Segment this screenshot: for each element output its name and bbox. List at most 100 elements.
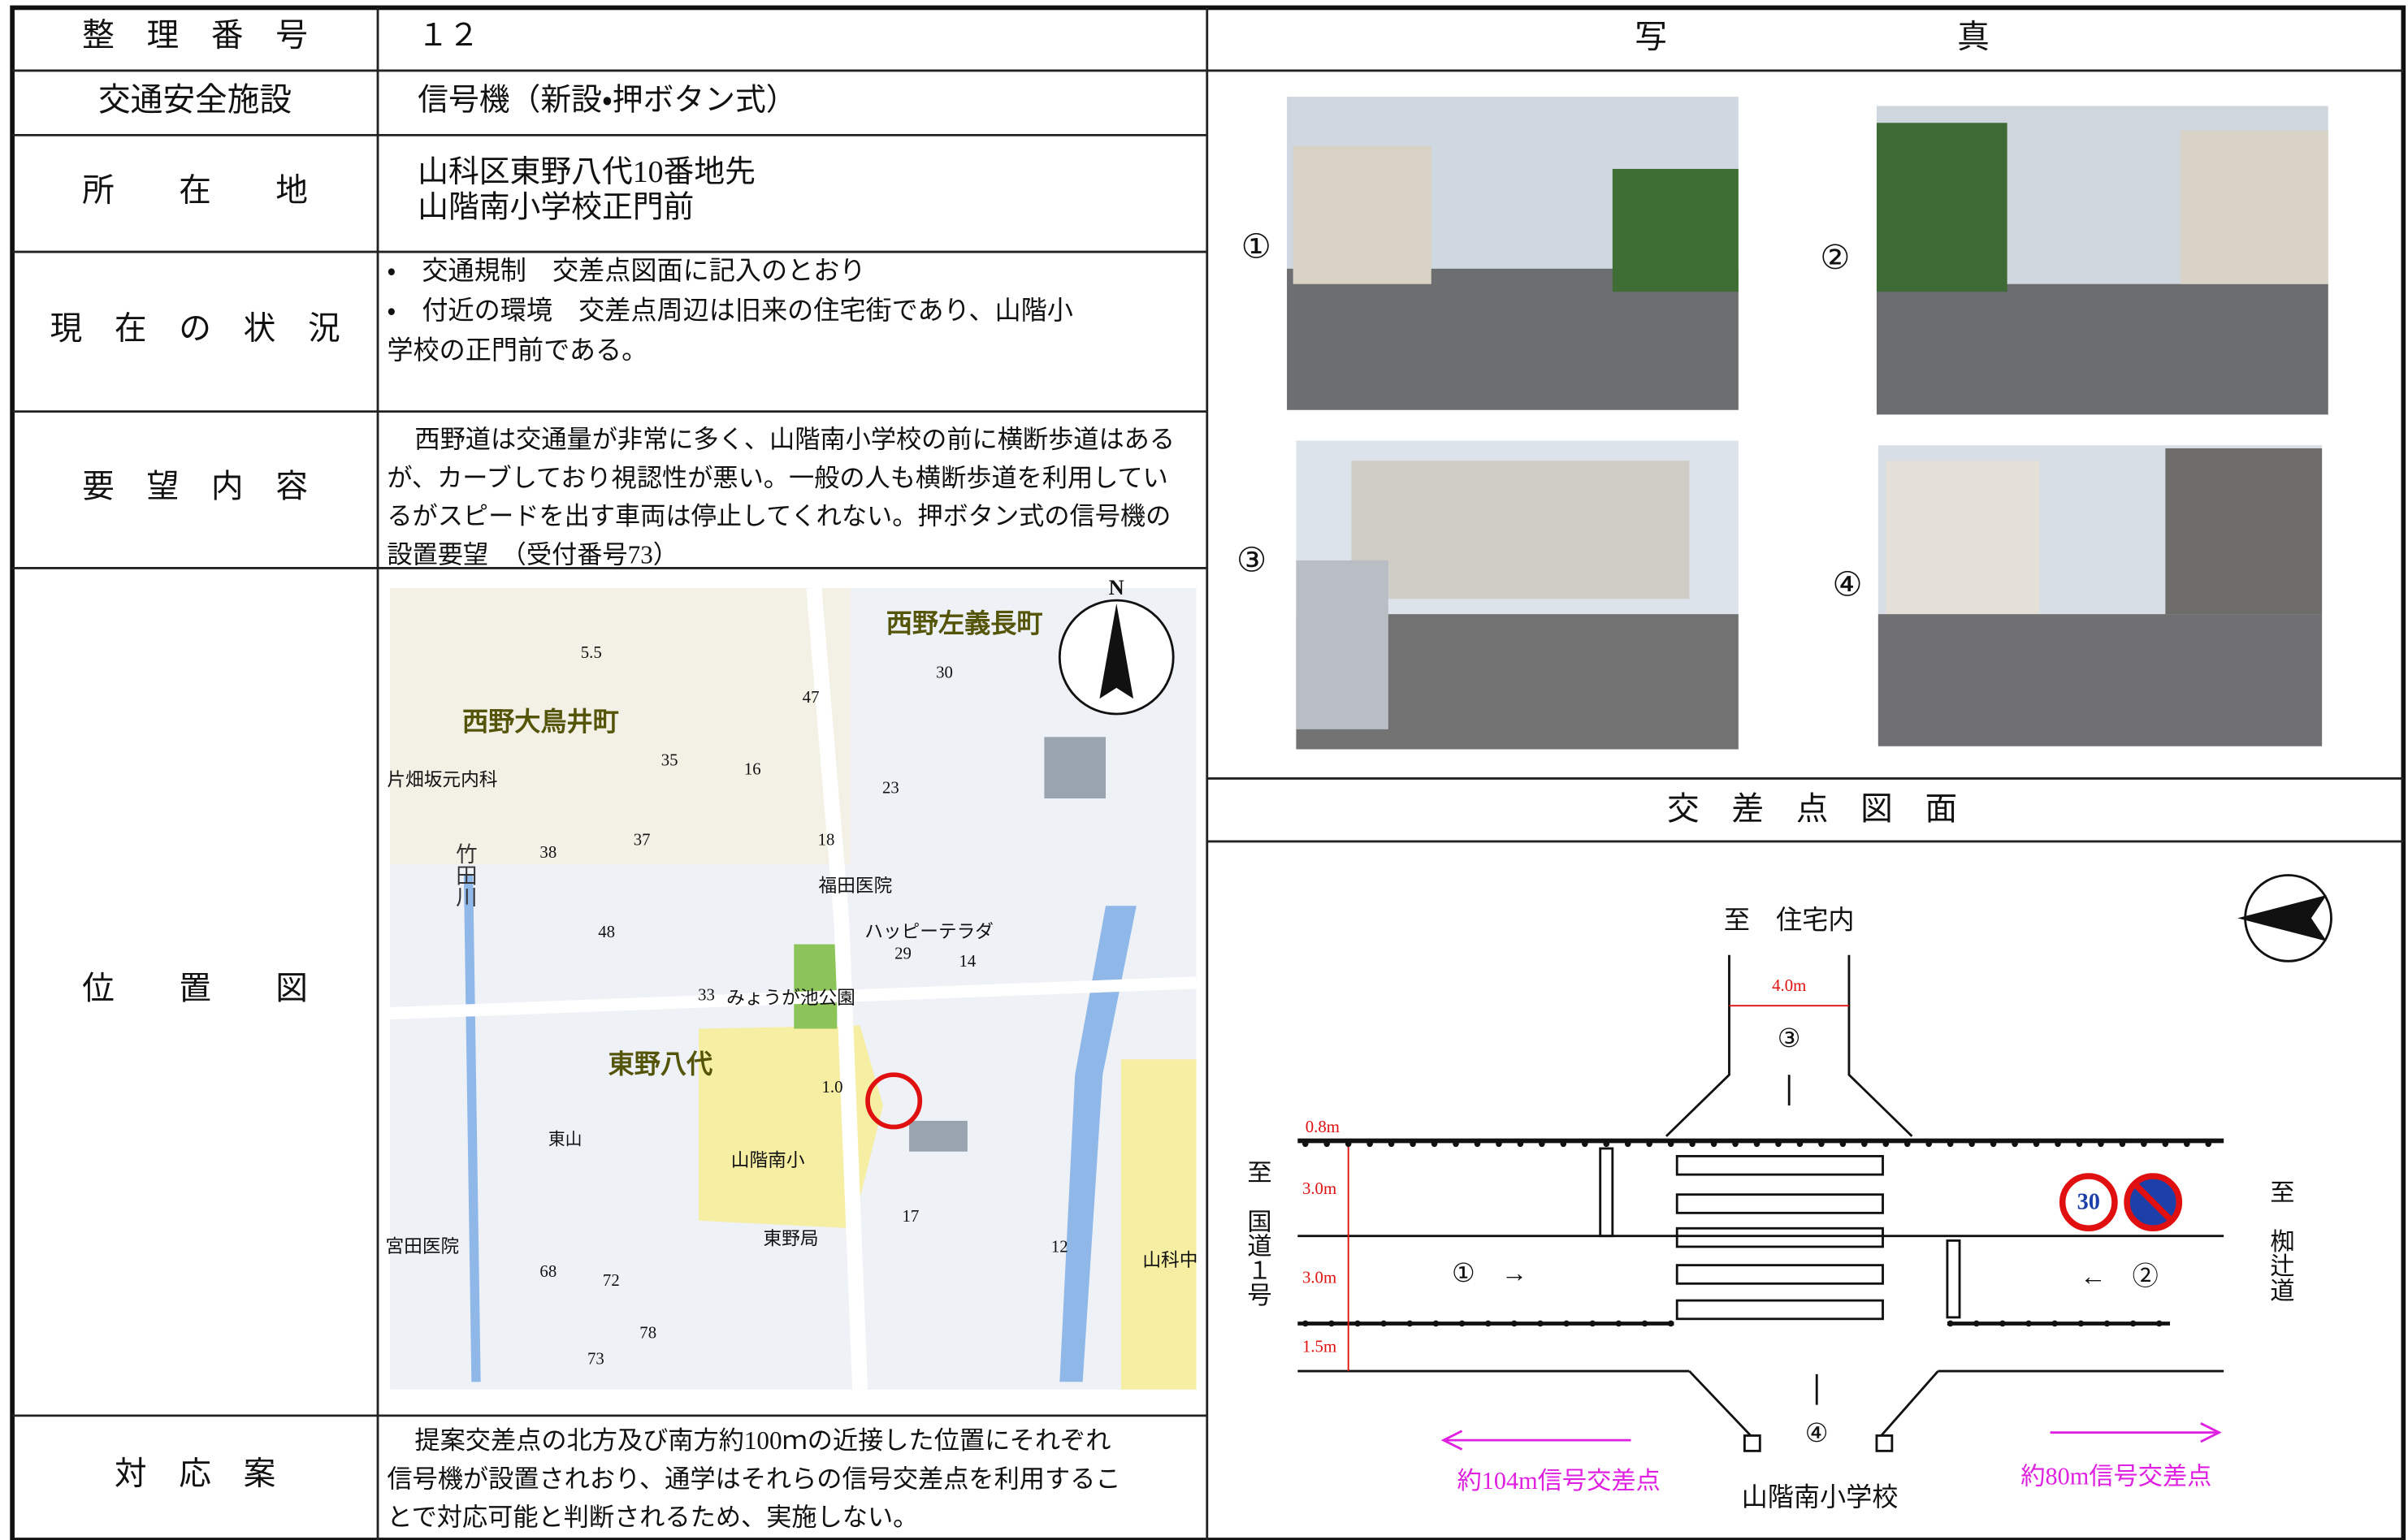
row-label: 対 応 案: [115, 1456, 275, 1492]
map-label: 山科中: [1142, 1250, 1198, 1270]
map-label: 29: [894, 945, 912, 963]
dot: [1689, 1140, 1696, 1148]
intersection-drawing: [1297, 874, 2332, 1452]
location-map: [389, 587, 1197, 1391]
south-destination: 山階南小学校: [1742, 1482, 1899, 1512]
map-label: 西野大鳥井町: [462, 707, 619, 737]
dot: [2025, 1320, 2032, 1327]
dot: [1496, 1140, 1502, 1148]
direction-marker: ← ②: [2080, 1261, 2158, 1291]
dot: [2205, 1140, 2212, 1148]
row-value: 学校の正門前である。: [387, 335, 647, 365]
dot: [1511, 1320, 1518, 1327]
map-label: 48: [598, 923, 615, 941]
direction-marker: ③: [1778, 1023, 1801, 1053]
dot: [1753, 1140, 1761, 1148]
dot: [1947, 1320, 1954, 1327]
row-value: 山階南小学校正門前: [418, 191, 694, 225]
dot: [1667, 1320, 1674, 1327]
photo-number: ③: [1236, 541, 1267, 578]
dot: [1646, 1140, 1652, 1148]
map-label: 5.5: [581, 643, 602, 662]
map-label: 17: [903, 1207, 920, 1226]
dot: [1560, 1140, 1567, 1148]
dot: [1603, 1140, 1610, 1148]
dot: [1431, 1140, 1438, 1148]
dot: [1354, 1320, 1361, 1327]
row-label: 交通安全施設: [98, 82, 292, 118]
north-label: N: [1109, 575, 1124, 599]
row-value: とで対応可能と判断されるため、実施しない。: [387, 1503, 918, 1532]
signal-note: 約80m信号交差点: [2020, 1462, 2211, 1490]
row-value: ・ 付近の環境 交差点周辺は旧来の住宅街であり、山階小: [387, 296, 1073, 325]
dimension: 3.0m: [1302, 1268, 1336, 1287]
map-label: 33: [698, 986, 715, 1005]
map-label: ハッピーテラダ: [864, 922, 994, 942]
dot: [1345, 1140, 1352, 1148]
row-value: 信号機（新設・押ボタン式）: [418, 83, 796, 117]
map-label: 37: [634, 831, 651, 850]
map-label: 16: [744, 760, 761, 779]
dot: [2162, 1140, 2169, 1148]
map-label: 片畑坂元内科: [387, 769, 497, 789]
dot: [2033, 1140, 2040, 1148]
dot: [1323, 1140, 1331, 1148]
dot: [1641, 1320, 1648, 1327]
map-label: 35: [661, 751, 678, 769]
dot: [1589, 1320, 1596, 1327]
dot: [1624, 1140, 1631, 1148]
row-value: １２: [418, 19, 479, 53]
row-value: 山科区東野八代10番地先: [418, 155, 756, 189]
dot: [1539, 1140, 1545, 1148]
map-label: 竹田川: [453, 843, 477, 907]
dot: [1517, 1140, 1524, 1148]
dot: [1388, 1140, 1395, 1148]
map-label: 宮田医院: [385, 1236, 459, 1257]
dot: [1406, 1320, 1414, 1327]
row-label: 要 望 内 容: [82, 469, 308, 504]
photo-3: [1296, 440, 1739, 750]
dot: [2012, 1140, 2018, 1148]
dot: [1563, 1320, 1570, 1327]
dimension: 0.8m: [1306, 1118, 1340, 1136]
map-label: みょうが池公園: [726, 988, 855, 1008]
photo-2: [1876, 106, 2328, 415]
dimension: 4.0m: [1772, 976, 1806, 995]
map-label: 68: [539, 1262, 557, 1281]
photo-number: ④: [1832, 566, 1862, 603]
row-label: 整 理 番 号: [82, 17, 308, 53]
dimension: 1.5m: [1302, 1337, 1336, 1356]
sidewalk-dots: [1301, 1140, 2212, 1327]
dot: [1818, 1140, 1825, 1148]
photo-number: ②: [1820, 239, 1850, 276]
map-label: 73: [587, 1350, 604, 1369]
row-value: 西野道は交通量が非常に多く、山階南小学校の前に横断歩道はある: [414, 426, 1175, 454]
dot: [2055, 1140, 2061, 1148]
west-destination: 至 国道１号: [1243, 1159, 1271, 1307]
dot: [1301, 1320, 1309, 1327]
north-destination: 至 住宅内: [1724, 905, 1855, 934]
dot: [1903, 1140, 1911, 1148]
map-label: 12: [1051, 1238, 1068, 1257]
dimension: 3.0m: [1302, 1179, 1336, 1198]
speed-sign: 30: [2077, 1190, 2100, 1215]
photo-4: [1877, 445, 2323, 746]
map-label: 14: [959, 952, 977, 971]
row-value: ・ 交通規制 交差点図面に記入のとおり: [387, 256, 865, 285]
dot: [2184, 1140, 2190, 1148]
dot: [2129, 1320, 2137, 1327]
dot: [1615, 1320, 1622, 1327]
signal-note: 約104m信号交差点: [1457, 1467, 1661, 1495]
map-label: 38: [539, 843, 557, 862]
dot: [1710, 1140, 1717, 1148]
east-destination: 至 椥辻道: [2266, 1179, 2294, 1302]
map-label: 30: [936, 664, 953, 682]
dot: [1732, 1140, 1739, 1148]
row-value: が、カーブしており視認性が悪い。一般の人も横断歩道を利用してい: [387, 464, 1168, 492]
dot: [1990, 1140, 1997, 1148]
photos-header: 写 真: [1635, 19, 1990, 54]
map-label: 福田医院: [819, 876, 893, 896]
diagram-header: 交 差 点 図 面: [1667, 791, 1957, 827]
